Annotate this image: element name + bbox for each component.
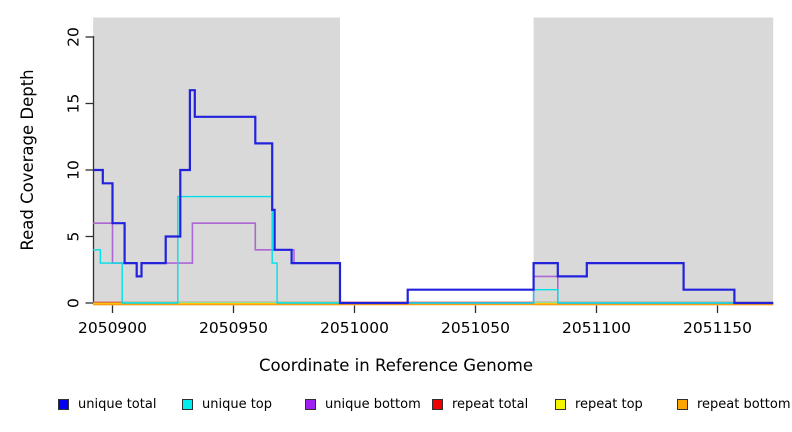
y-tick-label: 15 <box>65 94 83 114</box>
shaded-region <box>93 17 340 306</box>
legend-item-repeat-total: repeat total <box>432 395 528 413</box>
y-tick-label: 10 <box>65 160 83 180</box>
y-tick-label: 5 <box>65 232 83 242</box>
x-tick-label: 2051100 <box>562 319 631 337</box>
legend-label: repeat bottom <box>697 396 791 412</box>
legend: unique total unique top unique bottom repea… <box>0 395 792 417</box>
legend-label: repeat top <box>575 396 643 412</box>
series-unique-top <box>93 195 774 304</box>
y-tick-label: 20 <box>65 27 83 47</box>
legend-label: unique top <box>202 396 273 412</box>
legend-item-repeat-bottom: repeat bottom <box>677 395 791 413</box>
legend-item-unique-bottom: unique bottom <box>305 395 421 413</box>
legend-swatch-icon <box>432 398 443 410</box>
x-axis-title: Coordinate in Reference Genome <box>258 356 534 375</box>
coverage-plot-canvas: 0 5 10 15 20 2050900 2050950 2051000 2051050 2051… <box>18 17 774 337</box>
legend-label: unique total <box>78 396 157 412</box>
x-tick-label: 2051000 <box>320 319 389 337</box>
legend-swatch-icon <box>58 398 69 410</box>
legend-label: unique bottom <box>325 396 421 412</box>
legend-label: repeat total <box>452 396 529 412</box>
legend-swatch-icon <box>677 398 688 410</box>
legend-item-unique-top: unique top <box>182 395 272 413</box>
series-unique-total <box>93 89 774 305</box>
legend-swatch-icon <box>555 398 566 410</box>
y-axis-title: Read Coverage Depth <box>18 69 37 250</box>
x-tick-label: 2050900 <box>78 319 147 337</box>
x-tick-label: 2051150 <box>683 319 752 337</box>
x-tick-label: 2050950 <box>199 319 268 337</box>
y-tick-label: 0 <box>65 298 83 308</box>
shaded-region <box>533 17 774 306</box>
legend-item-unique-total: unique total <box>58 395 156 413</box>
legend-swatch-icon <box>305 398 316 410</box>
legend-item-repeat-top: repeat top <box>555 395 643 413</box>
x-tick-label: 2051050 <box>441 319 510 337</box>
legend-swatch-icon <box>182 398 193 410</box>
